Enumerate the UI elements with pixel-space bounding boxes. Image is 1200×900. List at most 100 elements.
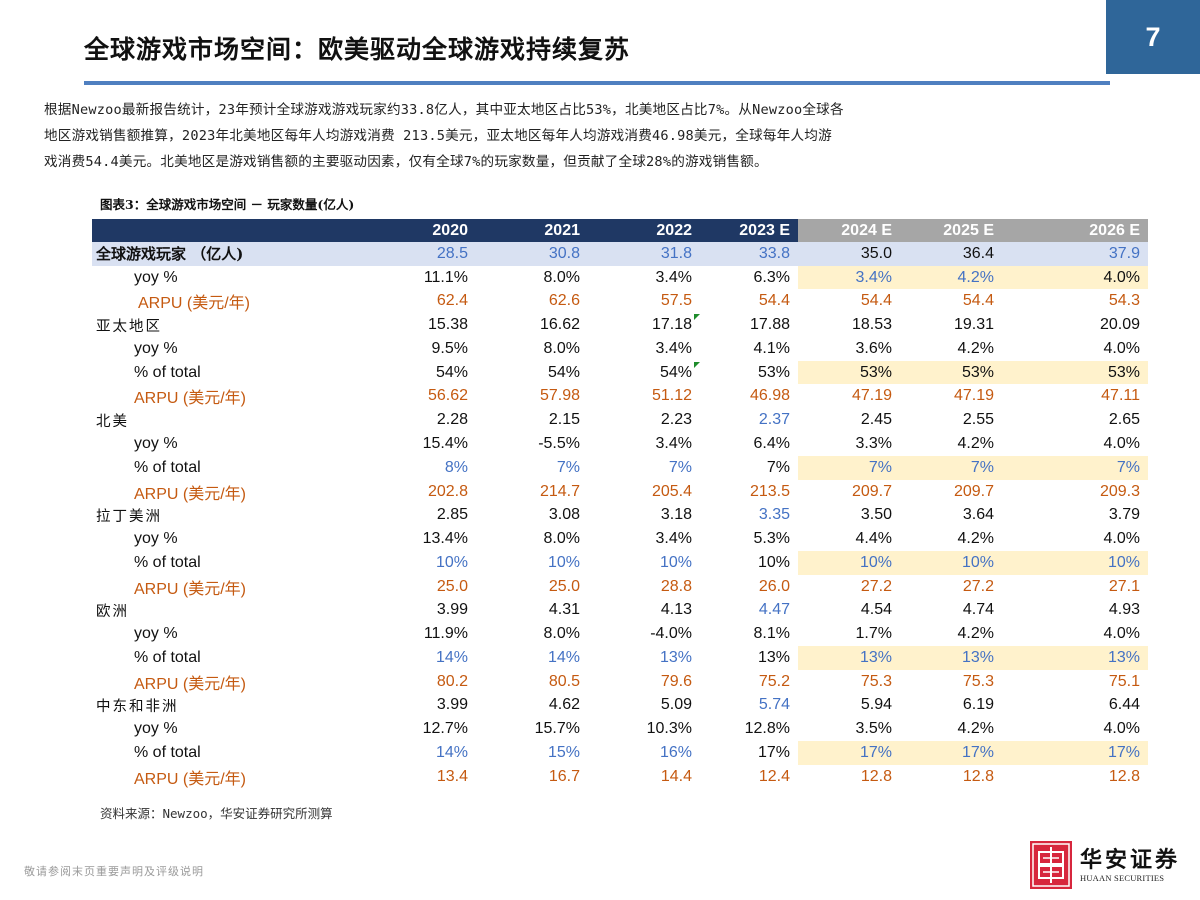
value-cell: 3.4% (588, 432, 700, 456)
value-cell: 16.7 (476, 765, 588, 789)
value-cell: 2.85 (364, 504, 476, 528)
value-cell: 14% (364, 646, 476, 670)
cell-value: 75.1 (1108, 672, 1140, 690)
value-cell: 54.3 (1002, 289, 1148, 313)
cell-value: 54% (435, 363, 468, 381)
cell-value: 28.5 (436, 244, 468, 262)
cell-value: 3.4% (855, 268, 892, 286)
column-header: 2020 (364, 219, 476, 242)
value-cell: 5.3% (700, 527, 798, 551)
cell-value: 3.08 (548, 506, 580, 524)
row-label: ARPU (美元/年) (134, 390, 247, 408)
value-cell: 15% (476, 741, 588, 765)
cell-value: 4.2% (957, 434, 994, 452)
cell-value: 8.1% (753, 625, 790, 643)
value-cell: 7% (900, 455, 1002, 480)
value-cell: 5.09 (588, 694, 700, 718)
cell-value: 8.0% (543, 625, 580, 643)
value-cell: 54.4 (798, 289, 900, 313)
value-cell: 47.19 (900, 384, 1002, 408)
cell-value: 13% (1107, 648, 1140, 666)
value-cell: 56.62 (364, 384, 476, 408)
value-cell: 17% (900, 741, 1002, 765)
row-label: ARPU (美元/年) (134, 580, 247, 598)
cell-value: 5.74 (758, 696, 790, 714)
cell-value: 4.47 (758, 601, 790, 619)
cell-value: 3.64 (962, 506, 994, 524)
value-cell: 6.44 (1002, 694, 1148, 718)
cell-value: 4.31 (548, 601, 580, 619)
value-cell: 13% (1002, 645, 1148, 670)
cell-value: 15.38 (427, 316, 468, 334)
cell-value: 4.0% (1103, 625, 1140, 643)
value-cell: 4.31 (476, 599, 588, 623)
value-cell: 14% (364, 741, 476, 765)
value-cell: 8.0% (476, 337, 588, 361)
cell-value: 3.5% (855, 720, 892, 738)
column-header: 2026 E (1002, 219, 1148, 242)
cell-value: 10% (859, 553, 892, 571)
cell-value: 10% (435, 553, 468, 571)
value-cell: 75.3 (900, 670, 1002, 694)
value-cell: 17% (700, 741, 798, 765)
cell-value: 51.12 (651, 387, 692, 405)
cell-value: 4.13 (660, 601, 692, 619)
cell-value: 3.18 (660, 506, 692, 524)
value-cell: 213.5 (700, 480, 798, 504)
value-cell: 57.5 (588, 289, 700, 313)
value-cell: 15.38 (364, 313, 476, 337)
value-cell: 8% (364, 456, 476, 480)
cell-value: 27.1 (1108, 577, 1140, 595)
value-cell: 53% (700, 361, 798, 385)
cell-value: 54% (547, 363, 580, 381)
value-cell: 4.0% (1002, 432, 1148, 456)
row-label: ARPU (美元/年) (134, 485, 247, 503)
cell-value: 11.1% (423, 268, 468, 286)
cell-value: 15% (547, 743, 580, 761)
row-label: 北美 (96, 413, 129, 430)
value-cell: 53% (900, 360, 1002, 385)
cell-value: 12.7% (422, 720, 468, 738)
cell-value: 6.44 (1108, 696, 1140, 714)
cell-value: 8.0% (543, 339, 580, 357)
value-cell: 4.93 (1002, 599, 1148, 623)
intro-paragraph: 根据Newzoo最新报告统计，23年预计全球游戏游戏玩家约33.8亿人，其中亚太… (44, 97, 1156, 175)
value-cell: 4.0% (1002, 717, 1148, 741)
cell-value: 3.99 (436, 696, 468, 714)
value-cell: 8.0% (476, 266, 588, 290)
table-row-arpu: ARPU (美元/年) 202.8 214.7 205.4 213.5 209.7 209.… (92, 480, 1148, 504)
table-header-row: 2020 2021 2022 2023 E 2024 E 2025 E 2026… (92, 219, 1148, 242)
cell-value: 2.65 (1108, 411, 1140, 429)
table-row-share: % of total 14% 14% 13% 13% 13% 13% 13% (92, 645, 1148, 670)
value-cell: 2.65 (1002, 408, 1148, 432)
value-cell: 46.98 (700, 384, 798, 408)
value-cell: 4.62 (476, 694, 588, 718)
huaan-logo-icon (1030, 841, 1072, 889)
cell-value: 12.8 (962, 767, 994, 785)
table-row-share: % of total 54% 54% 54% 53% 53% 53% 53% (92, 360, 1148, 385)
value-cell: 2.45 (798, 408, 900, 432)
cell-value: 16.7 (548, 767, 580, 785)
value-cell: 7% (700, 456, 798, 480)
cell-value: 12.8 (1108, 767, 1140, 785)
value-cell: 3.4% (588, 337, 700, 361)
cell-value: 7% (668, 458, 692, 476)
value-cell: 3.35 (700, 504, 798, 528)
value-cell: 7% (476, 456, 588, 480)
value-cell: 3.99 (364, 694, 476, 718)
value-cell: 4.0% (1002, 527, 1148, 551)
value-cell: 2.37 (700, 408, 798, 432)
cell-value: 8.0% (543, 530, 580, 548)
value-cell: 6.4% (700, 432, 798, 456)
value-cell: 17% (1002, 741, 1148, 765)
cell-value: 5.3% (753, 530, 790, 548)
cell-value: 3.3% (855, 434, 892, 452)
cell-value: 4.4% (855, 530, 892, 548)
value-cell: 3.5% (798, 717, 900, 741)
value-cell: 3.4% (588, 527, 700, 551)
cell-value: 54.4 (860, 292, 892, 310)
row-label: yoy % (134, 530, 178, 548)
value-cell: 28.5 (364, 242, 476, 266)
cell-value: -4.0% (650, 625, 692, 643)
value-cell: 62.4 (364, 289, 476, 313)
